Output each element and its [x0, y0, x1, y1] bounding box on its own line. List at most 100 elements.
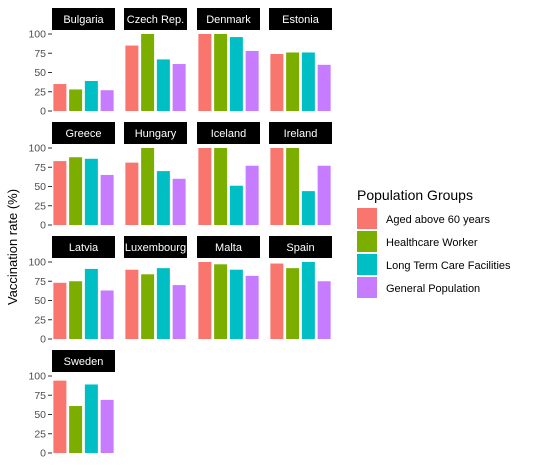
y-tick-label: 25: [34, 200, 46, 212]
bar-luxembourg-aged-above-60-years: [125, 269, 139, 339]
bar-greece-general-population: [100, 174, 114, 225]
bar-iceland-healthcare-worker: [214, 148, 228, 225]
y-tick-label: 50: [34, 67, 46, 79]
facet-label-iceland: Iceland: [211, 128, 246, 140]
y-tick-label: 50: [34, 295, 46, 307]
bar-estonia-general-population: [317, 64, 331, 111]
bar-greece-aged-above-60-years: [53, 161, 67, 225]
facet-label-ireland: Ireland: [284, 128, 318, 140]
bar-denmark-aged-above-60-years: [198, 34, 212, 111]
bar-denmark-general-population: [245, 50, 259, 111]
facet-label-estonia: Estonia: [282, 14, 320, 26]
y-tick-label: 75: [34, 276, 46, 288]
y-tick-label: 25: [34, 86, 46, 98]
legend-key-2: [357, 231, 377, 252]
bar-estonia-aged-above-60-years: [270, 54, 284, 111]
bar-sweden-aged-above-60-years: [53, 380, 67, 453]
y-tick-label: 100: [28, 371, 46, 383]
legend-key-3: [357, 254, 377, 275]
legend-key-4: [357, 277, 377, 298]
bar-bulgaria-healthcare-worker: [69, 89, 83, 111]
facet-strip-czech-rep: [124, 8, 187, 30]
bar-spain-general-population: [317, 281, 331, 339]
legend-label-2: Healthcare Worker: [386, 237, 478, 249]
y-tick-label: 0: [40, 106, 46, 118]
y-tick-label: 100: [28, 143, 46, 155]
legend-label-1: Aged above 60 years: [386, 214, 490, 226]
facet-label-hungary: Hungary: [135, 128, 177, 140]
bar-iceland-aged-above-60-years: [198, 148, 212, 225]
bar-hungary-general-population: [172, 178, 186, 225]
y-tick-label: 75: [34, 162, 46, 174]
bar-luxembourg-healthcare-worker: [141, 274, 155, 339]
facet-strip-latvia: [52, 236, 115, 258]
bar-spain-long-term-care-facilities: [301, 262, 315, 339]
bar-ireland-general-population: [317, 165, 331, 225]
facet-strip-iceland: [197, 122, 260, 144]
bar-latvia-aged-above-60-years: [53, 282, 67, 339]
facet-label-malta: Malta: [215, 242, 243, 254]
y-tick-label: 25: [34, 314, 46, 326]
bar-ireland-long-term-care-facilities: [301, 191, 315, 225]
legend-key-1: [357, 208, 377, 229]
bar-sweden-general-population: [100, 399, 114, 453]
bar-czech-rep-healthcare-worker: [141, 34, 155, 111]
y-tick-label: 100: [28, 257, 46, 269]
legend-label-4: General Population: [386, 283, 480, 295]
bar-sweden-long-term-care-facilities: [84, 384, 98, 453]
bar-hungary-long-term-care-facilities: [156, 171, 170, 225]
bar-iceland-long-term-care-facilities: [229, 185, 243, 225]
bar-estonia-long-term-care-facilities: [301, 52, 315, 111]
y-tick-label: 75: [34, 390, 46, 402]
y-tick-label: 100: [28, 29, 46, 41]
facet-strip-malta: [197, 236, 260, 258]
bar-hungary-healthcare-worker: [141, 148, 155, 225]
facet-label-sweden: Sweden: [64, 356, 104, 368]
bar-latvia-healthcare-worker: [69, 281, 83, 339]
facet-strip-denmark: [197, 8, 260, 30]
bar-malta-healthcare-worker: [214, 264, 228, 339]
facet-strip-bulgaria: [52, 8, 115, 30]
bar-denmark-healthcare-worker: [214, 34, 228, 111]
facet-strip-greece: [52, 122, 115, 144]
legend-title: Population Groups: [357, 187, 473, 203]
facet-label-latvia: Latvia: [69, 242, 99, 254]
facet-label-luxembourg: Luxembourg: [125, 242, 186, 254]
y-tick-label: 50: [34, 409, 46, 421]
bar-bulgaria-aged-above-60-years: [53, 84, 67, 111]
y-tick-label: 0: [40, 448, 46, 460]
y-axis-title: Vaccination rate (%): [5, 189, 20, 305]
facet-label-denmark: Denmark: [206, 14, 251, 26]
y-tick-label: 0: [40, 220, 46, 232]
facet-strip-luxembourg: [124, 236, 187, 258]
y-tick-label: 0: [40, 334, 46, 346]
bar-bulgaria-long-term-care-facilities: [84, 80, 98, 111]
facet-strip-sweden: [52, 350, 115, 372]
bar-czech-rep-long-term-care-facilities: [156, 59, 170, 111]
bar-bulgaria-general-population: [100, 90, 114, 111]
bar-ireland-healthcare-worker: [286, 148, 300, 225]
bar-luxembourg-long-term-care-facilities: [156, 268, 170, 339]
bar-latvia-general-population: [100, 290, 114, 339]
y-tick-label: 25: [34, 428, 46, 440]
legend-label-3: Long Term Care Facilities: [386, 260, 511, 272]
bar-iceland-general-population: [245, 165, 259, 225]
bar-spain-healthcare-worker: [286, 268, 300, 339]
y-tick-label: 50: [34, 181, 46, 193]
facet-label-bulgaria: Bulgaria: [63, 14, 104, 26]
bar-malta-general-population: [245, 275, 259, 339]
bar-czech-rep-aged-above-60-years: [125, 45, 139, 111]
facet-label-czech-rep: Czech Rep.: [127, 14, 184, 26]
facet-strip-spain: [269, 236, 332, 258]
bar-spain-aged-above-60-years: [270, 263, 284, 339]
bar-malta-long-term-care-facilities: [229, 269, 243, 339]
bar-malta-aged-above-60-years: [198, 262, 212, 339]
facet-label-spain: Spain: [286, 242, 314, 254]
bar-hungary-aged-above-60-years: [125, 162, 139, 225]
facet-strip-ireland: [269, 122, 332, 144]
bar-greece-healthcare-worker: [69, 157, 83, 225]
facet-strip-hungary: [124, 122, 187, 144]
bar-greece-long-term-care-facilities: [84, 158, 98, 225]
facet-label-greece: Greece: [65, 128, 101, 140]
